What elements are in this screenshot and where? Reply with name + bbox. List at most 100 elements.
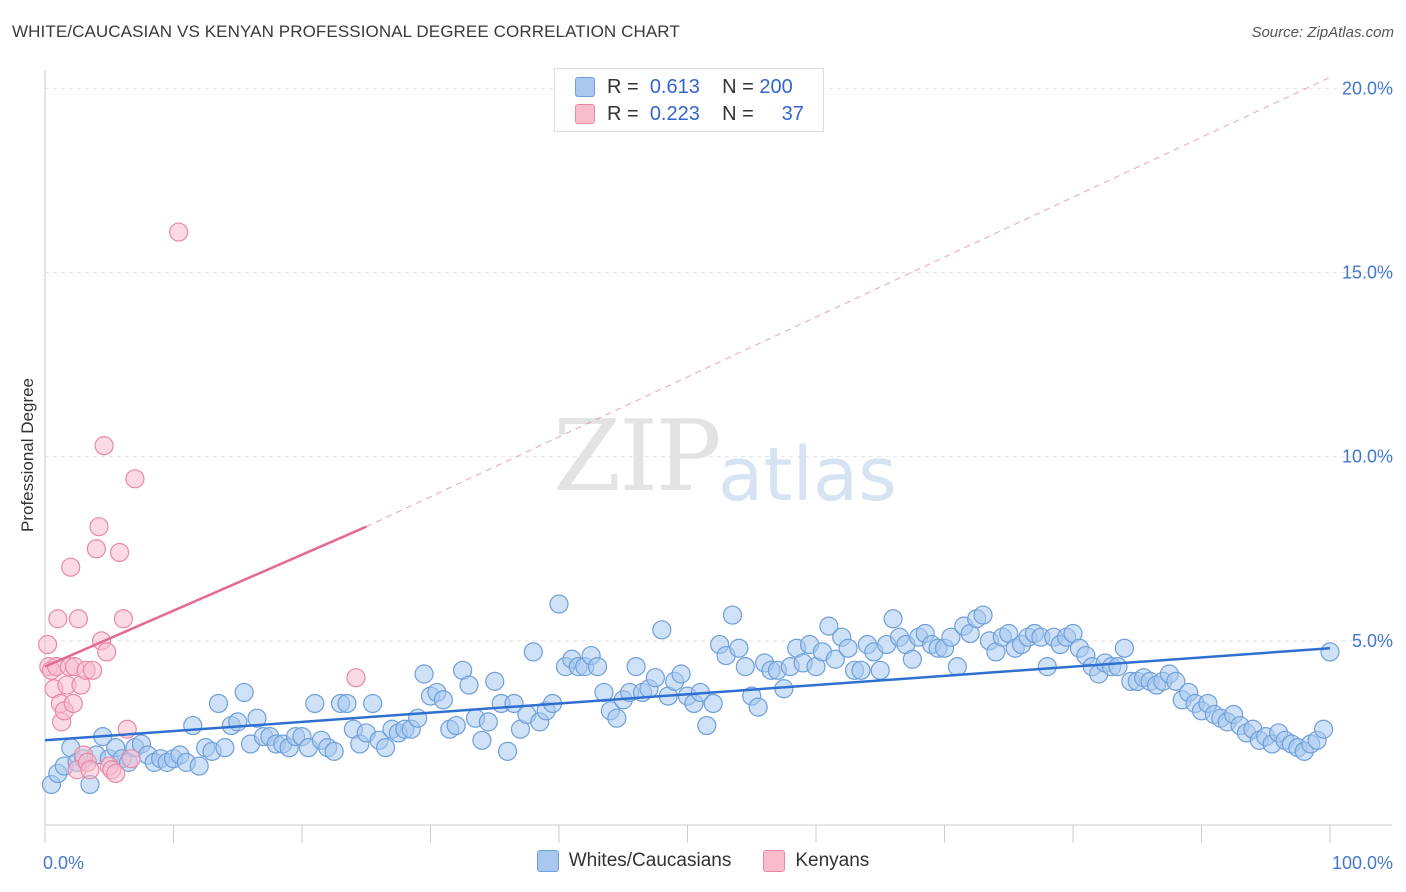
data-point bbox=[37, 634, 58, 655]
trend-line-extension bbox=[366, 76, 1331, 528]
legend-row-whites: R = 0.613 N = 200 bbox=[575, 74, 793, 100]
data-point bbox=[941, 627, 961, 647]
data-point bbox=[1166, 671, 1186, 691]
y-tick-label: 15.0% bbox=[1342, 263, 1393, 283]
data-point bbox=[109, 542, 130, 563]
data-point bbox=[375, 738, 396, 758]
correlation-legend: R = 0.613 N = 200 R = 0.223 N = 37 bbox=[554, 68, 824, 132]
data-point bbox=[459, 675, 479, 695]
data-point bbox=[86, 539, 107, 559]
legend-n-label: N = bbox=[722, 75, 754, 98]
series-label-kenyans: Kenyans bbox=[795, 850, 870, 871]
data-point bbox=[63, 693, 83, 714]
data-point bbox=[89, 517, 109, 537]
legend-n-label: N = bbox=[722, 102, 754, 125]
data-point bbox=[1313, 719, 1334, 739]
x-tick-label: 0.0% bbox=[43, 853, 84, 873]
legend-row-kenyans: R = 0.223 N = 37 bbox=[575, 101, 804, 127]
data-point bbox=[973, 605, 993, 625]
data-point bbox=[472, 730, 492, 750]
legend-n-value: 37 bbox=[781, 102, 804, 125]
data-point bbox=[703, 693, 723, 714]
data-point bbox=[697, 715, 717, 736]
legend-r-label: R = bbox=[607, 102, 639, 125]
data-point bbox=[189, 756, 209, 776]
data-point bbox=[82, 660, 103, 680]
legend-r-value: 0.223 bbox=[649, 102, 700, 125]
series-swatch-whites bbox=[536, 850, 559, 872]
data-point bbox=[748, 697, 768, 717]
series-legend: Whites/Caucasians Kenyans bbox=[0, 850, 1406, 872]
data-point bbox=[61, 557, 81, 577]
data-point bbox=[1114, 638, 1135, 658]
data-point bbox=[68, 609, 89, 629]
data-point bbox=[80, 760, 100, 780]
data-point bbox=[1108, 657, 1128, 677]
data-point bbox=[97, 642, 117, 662]
watermark-atlas: atlas bbox=[718, 432, 897, 518]
data-point bbox=[94, 436, 114, 456]
data-point bbox=[247, 708, 267, 728]
y-tick-label: 20.0% bbox=[1342, 78, 1393, 98]
data-point bbox=[1320, 642, 1340, 662]
data-point bbox=[208, 693, 229, 714]
trend-line bbox=[44, 646, 1331, 742]
data-point bbox=[485, 671, 505, 691]
data-point bbox=[478, 712, 498, 732]
data-point bbox=[729, 638, 749, 658]
data-point bbox=[883, 609, 903, 629]
data-point bbox=[902, 649, 922, 669]
data-point bbox=[825, 649, 845, 669]
y-tick-label: 5.0% bbox=[1352, 631, 1393, 651]
data-point bbox=[215, 738, 235, 758]
legend-n-value: 200 bbox=[759, 75, 793, 98]
data-point bbox=[523, 642, 543, 662]
data-point bbox=[722, 605, 743, 625]
series-swatch-kenyans bbox=[763, 850, 786, 872]
data-point bbox=[735, 657, 755, 677]
data-point bbox=[346, 668, 366, 688]
data-point bbox=[446, 715, 466, 736]
data-point bbox=[234, 682, 254, 703]
data-point bbox=[125, 469, 145, 489]
data-point bbox=[819, 616, 839, 636]
legend-r-value: 0.613 bbox=[649, 75, 700, 98]
data-point bbox=[671, 664, 691, 684]
data-point bbox=[337, 693, 357, 714]
data-point bbox=[947, 657, 967, 677]
x-tick-label: 100.0% bbox=[1332, 853, 1393, 873]
data-point bbox=[113, 609, 133, 629]
legend-swatch-whites bbox=[575, 77, 595, 97]
series-label-whites: Whites/Caucasians bbox=[568, 850, 732, 871]
data-point bbox=[324, 741, 344, 761]
data-point bbox=[652, 620, 672, 640]
data-point bbox=[414, 664, 434, 684]
data-point bbox=[48, 609, 68, 629]
data-point bbox=[607, 708, 627, 728]
data-point bbox=[851, 660, 871, 680]
data-point bbox=[838, 638, 858, 658]
data-point bbox=[549, 594, 569, 614]
chart-title: WHITE/CAUCASIAN VS KENYAN PROFESSIONAL D… bbox=[12, 22, 680, 41]
source-label: Source: ZipAtlas.com bbox=[1251, 24, 1394, 41]
data-point bbox=[498, 741, 518, 761]
data-point bbox=[363, 693, 383, 714]
data-point bbox=[121, 749, 141, 769]
legend-r-label: R = bbox=[607, 75, 639, 98]
data-point bbox=[870, 660, 890, 680]
trend-line bbox=[44, 525, 367, 668]
data-point bbox=[305, 693, 325, 714]
data-point bbox=[626, 657, 646, 677]
data-point bbox=[183, 715, 203, 736]
data-point bbox=[1037, 657, 1057, 677]
data-point bbox=[587, 657, 608, 677]
series-legend-kenyans: Kenyans bbox=[763, 850, 869, 872]
legend-swatch-kenyans bbox=[575, 104, 595, 124]
y-tick-label: 10.0% bbox=[1342, 447, 1393, 467]
data-point bbox=[433, 690, 453, 710]
data-point bbox=[645, 668, 665, 688]
data-point bbox=[106, 763, 126, 784]
data-point bbox=[169, 222, 189, 242]
series-legend-whites: Whites/Caucasians bbox=[536, 850, 732, 872]
